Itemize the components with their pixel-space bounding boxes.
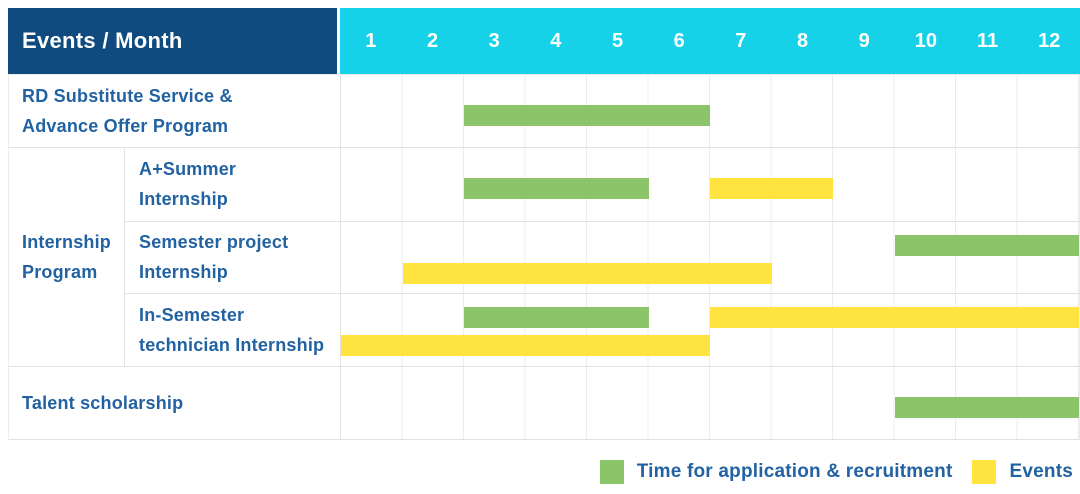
table-body: RD Substitute Service & Advance Offer Pr… <box>8 74 1080 440</box>
internship-sub-rows: A+Summer Internship Semester project Int… <box>124 148 1079 366</box>
gantt-bar-application <box>894 397 1079 418</box>
timeline-rd-program <box>340 75 1079 147</box>
gantt-bar-event <box>710 178 833 199</box>
legend-swatch-application-icon <box>599 460 624 484</box>
timeline-semester-project <box>340 221 1079 294</box>
legend-label-application: Time for application & recruitment <box>636 461 953 482</box>
month-header-3: 3 <box>488 29 500 52</box>
gantt-bar-event <box>341 335 710 357</box>
legend-item-events: Events <box>972 460 1073 484</box>
header-corner-label: Events / Month <box>22 28 183 53</box>
table-group-internship-program: Internship Program A+Summer Internship S… <box>9 148 1079 367</box>
legend-item-application: Time for application & recruitment <box>599 460 953 484</box>
table-row-a-plus-summer: A+Summer Internship <box>125 148 1079 221</box>
row-label-in-semester-technician: In-Semester technician Internship <box>139 305 325 356</box>
month-header-1: 1 <box>365 29 377 52</box>
gantt-bar-application <box>894 234 1079 256</box>
gantt-bar-event <box>402 262 772 284</box>
row-label-a-plus-summer: A+Summer Internship <box>139 159 237 210</box>
month-header-2: 2 <box>426 29 439 52</box>
row-label-talent-scholarship: Talent scholarship <box>22 393 184 413</box>
gantt-bar-application <box>464 105 710 126</box>
table-header-row: Events / Month 1 2 3 4 5 6 7 8 9 10 11 1… <box>8 8 1080 74</box>
row-label-semester-project: Semester project Internship <box>139 232 289 283</box>
month-header-11: 11 <box>976 29 999 52</box>
timeline-a-plus-summer <box>340 148 1079 221</box>
timeline-talent-scholarship <box>340 367 1079 439</box>
legend: Time for application & recruitment Event… <box>599 460 1073 484</box>
month-header-5: 5 <box>611 29 624 52</box>
gantt-bar-application <box>464 307 649 329</box>
month-header-4: 4 <box>550 29 562 52</box>
legend-label-events: Events <box>1009 461 1073 482</box>
month-header-8: 8 <box>796 29 809 52</box>
month-header-12: 12 <box>1038 29 1061 52</box>
month-header-strip: 1 2 3 4 5 6 7 8 9 10 11 12 <box>340 8 1080 74</box>
table-row-semester-project: Semester project Internship <box>125 220 1079 294</box>
group-label-internship-program: Internship Program <box>22 232 112 282</box>
gantt-bar-event <box>710 307 1079 329</box>
month-header-6: 6 <box>673 29 685 52</box>
header-corner-cell: Events / Month <box>8 8 340 74</box>
table-row-talent-scholarship: Talent scholarship <box>9 367 1079 440</box>
month-header-10: 10 <box>914 29 937 52</box>
month-header-9: 9 <box>858 29 870 52</box>
month-header-7: 7 <box>735 29 747 52</box>
timeline-in-semester-technician <box>340 294 1079 366</box>
events-month-table: Events / Month 1 2 3 4 5 6 7 8 9 10 11 1… <box>8 8 1080 440</box>
table-row-rd-program: RD Substitute Service & Advance Offer Pr… <box>9 75 1079 148</box>
row-label-rd-program: RD Substitute Service & Advance Offer Pr… <box>22 86 233 136</box>
table-row-in-semester-technician: In-Semester technician Internship <box>125 293 1079 366</box>
gantt-bar-application <box>464 178 649 199</box>
legend-swatch-events-icon <box>972 460 997 484</box>
